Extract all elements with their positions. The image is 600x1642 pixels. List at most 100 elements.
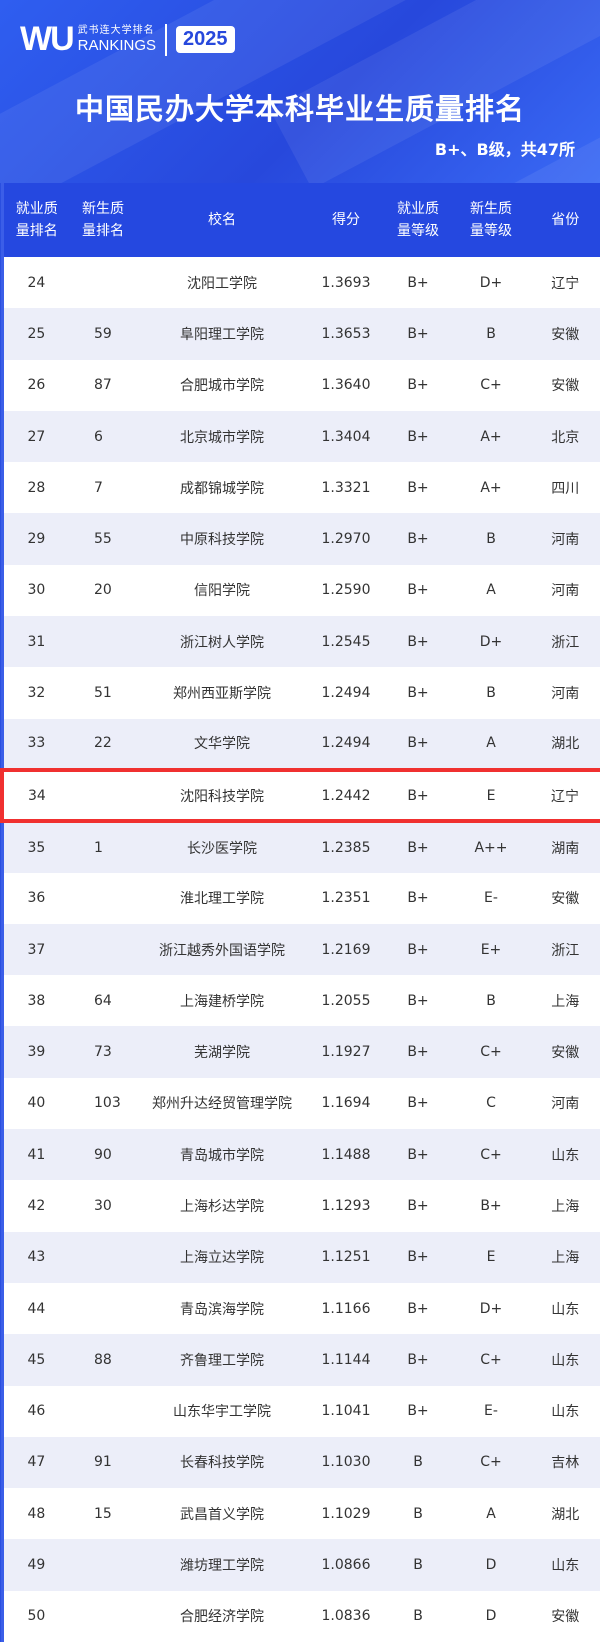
table-row: 41 90 青岛城市学院 1.1488 B+ C+ 山东: [2, 1129, 600, 1181]
logo: WU 武书连大学排名 RANKINGS 2025: [20, 20, 235, 59]
province: 河南: [530, 1077, 600, 1130]
score: 1.2351: [308, 872, 384, 924]
employment-grade: B+: [384, 767, 452, 824]
score: 1.1694: [308, 1077, 384, 1130]
province: 浙江: [530, 616, 600, 668]
table-row: 28 7 成都锦城学院 1.3321 B+ A+ 四川: [2, 462, 600, 514]
score: 1.1488: [308, 1129, 384, 1181]
freshman-rank: [70, 872, 136, 924]
province: 山东: [530, 1282, 600, 1335]
employment-grade: B+: [384, 1077, 452, 1130]
province: 湖北: [530, 718, 600, 770]
freshman-rank: [70, 1385, 136, 1437]
employment-grade: B+: [384, 1129, 452, 1181]
school-name: 淮北理工学院: [136, 872, 308, 924]
employment-grade: B+: [384, 1026, 452, 1078]
school-name: 信阳学院: [136, 564, 308, 617]
employment-grade: B+: [384, 410, 452, 463]
freshman-grade: A+: [452, 462, 530, 514]
freshman-grade: B: [452, 667, 530, 719]
school-name: 郑州升达经贸管理学院: [136, 1077, 308, 1130]
table-row: 25 59 阜阳理工学院 1.3653 B+ B 安徽: [2, 308, 600, 360]
ranking-table: 就业质 量排名 新生质 量排名 校名 得分 就业质 量等级 新生质 量等级 省份 24 沈阳工…: [0, 183, 600, 1642]
employment-rank: 49: [2, 1539, 70, 1591]
employment-grade: B+: [384, 1180, 452, 1232]
employment-grade: B+: [384, 1334, 452, 1386]
freshman-grade: C: [452, 1077, 530, 1130]
employment-grade: B+: [384, 718, 452, 770]
column-header: 就业质 量排名: [2, 183, 70, 257]
employment-rank: 25: [2, 308, 70, 360]
school-name: 浙江树人学院: [136, 616, 308, 668]
freshman-grade: E: [452, 767, 530, 824]
table-row: 24 沈阳工学院 1.3693 B+ D+ 辽宁: [2, 257, 600, 309]
employment-rank: 44: [2, 1282, 70, 1335]
school-name: 长沙医学院: [136, 821, 308, 873]
employment-grade: B+: [384, 564, 452, 617]
employment-rank: 24: [2, 257, 70, 309]
province: 上海: [530, 1231, 600, 1283]
province: 安徽: [530, 1590, 600, 1642]
freshman-rank: [70, 616, 136, 668]
freshman-grade: D+: [452, 616, 530, 668]
freshman-grade: A: [452, 564, 530, 617]
table-row: 42 30 上海杉达学院 1.1293 B+ B+ 上海: [2, 1180, 600, 1232]
employment-rank: 38: [2, 975, 70, 1027]
employment-grade: B+: [384, 257, 452, 309]
freshman-rank: 1: [70, 821, 136, 873]
freshman-grade: C+: [452, 359, 530, 411]
header-banner: WU 武书连大学排名 RANKINGS 2025 中国民办大学本科毕业生质量排名…: [0, 0, 600, 183]
school-name: 沈阳科技学院: [136, 767, 308, 824]
table-row: 40 103 郑州升达经贸管理学院 1.1694 B+ C 河南: [2, 1077, 600, 1130]
freshman-rank: 6: [70, 410, 136, 463]
freshman-grade: A: [452, 1488, 530, 1540]
employment-rank: 31: [2, 616, 70, 668]
freshman-grade: E+: [452, 923, 530, 976]
score: 1.2385: [308, 821, 384, 873]
freshman-grade: B: [452, 308, 530, 360]
employment-rank: 32: [2, 667, 70, 719]
province: 四川: [530, 462, 600, 514]
table-row: 27 6 北京城市学院 1.3404 B+ A+ 北京: [2, 410, 600, 463]
freshman-rank: 59: [70, 308, 136, 360]
freshman-rank: [70, 1539, 136, 1591]
table-row: 39 73 芜湖学院 1.1927 B+ C+ 安徽: [2, 1026, 600, 1078]
school-name: 上海建桥学院: [136, 975, 308, 1027]
employment-rank: 43: [2, 1231, 70, 1283]
freshman-grade: E-: [452, 872, 530, 924]
school-name: 阜阳理工学院: [136, 308, 308, 360]
freshman-rank: [70, 1590, 136, 1642]
freshman-rank: 87: [70, 359, 136, 411]
freshman-grade: B: [452, 975, 530, 1027]
score: 1.1030: [308, 1436, 384, 1489]
freshman-grade: A++: [452, 821, 530, 873]
freshman-rank: 103: [70, 1077, 136, 1130]
page-title: 中国民办大学本科毕业生质量排名: [74, 92, 525, 126]
employment-grade: B+: [384, 872, 452, 924]
school-name: 合肥城市学院: [136, 359, 308, 411]
employment-rank: 28: [2, 462, 70, 514]
score: 1.1029: [308, 1488, 384, 1540]
employment-rank: 34: [0, 767, 70, 824]
column-header: 省份: [530, 183, 600, 257]
employment-grade: B+: [384, 667, 452, 719]
province: 安徽: [530, 308, 600, 360]
table-row: 37 浙江越秀外国语学院 1.2169 B+ E+ 浙江: [2, 923, 600, 976]
freshman-grade: D: [452, 1539, 530, 1591]
employment-grade: B: [384, 1590, 452, 1642]
table-row: 32 51 郑州西亚斯学院 1.2494 B+ B 河南: [2, 667, 600, 719]
school-name: 中原科技学院: [136, 513, 308, 565]
column-header: 校名: [136, 183, 308, 257]
freshman-rank: 22: [70, 718, 136, 770]
freshman-rank: 51: [70, 667, 136, 719]
school-name: 芜湖学院: [136, 1026, 308, 1078]
table-row: 45 88 齐鲁理工学院 1.1144 B+ C+ 山东: [2, 1334, 600, 1386]
province: 安徽: [530, 359, 600, 411]
score: 1.1166: [308, 1282, 384, 1335]
freshman-rank: 55: [70, 513, 136, 565]
province: 山东: [530, 1539, 600, 1591]
score: 1.2055: [308, 975, 384, 1027]
employment-grade: B: [384, 1488, 452, 1540]
school-name: 浙江越秀外国语学院: [136, 923, 308, 976]
year-badge: 2025: [176, 26, 235, 53]
